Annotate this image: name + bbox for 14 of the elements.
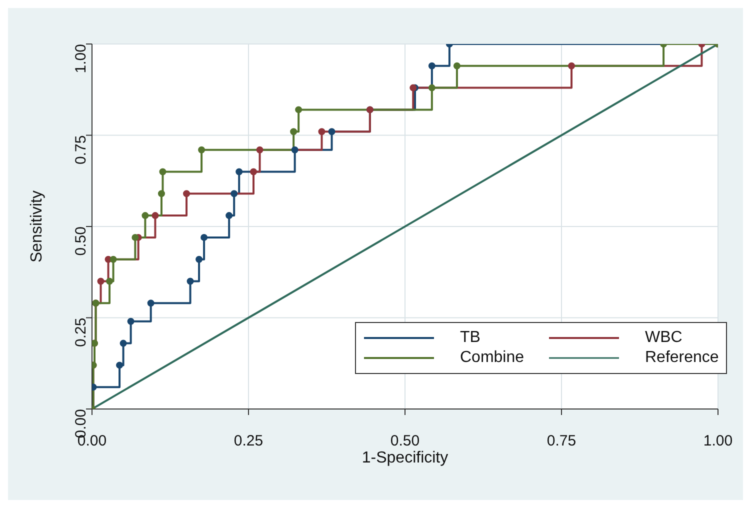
- x-tick-label: 0.25: [234, 432, 264, 450]
- x-axis-title: 1-Specificity: [362, 449, 448, 466]
- x-tick-label: 1.00: [703, 432, 733, 450]
- y-tick-label: 0.75: [72, 135, 90, 164]
- legend-label: Reference: [645, 349, 719, 367]
- y-tick-label: 0.25: [72, 318, 90, 347]
- y-tick-label: 1.00: [72, 44, 90, 74]
- y-axis-title: Sensitivity: [28, 190, 46, 263]
- x-tick-label: 0.75: [546, 432, 576, 450]
- x-tick-label: 0.50: [390, 432, 420, 450]
- y-tick-label: 0.50: [72, 226, 90, 256]
- legend-label: WBC: [645, 329, 682, 347]
- legend-label: Combine: [460, 349, 524, 367]
- legend-label: TB: [460, 329, 480, 347]
